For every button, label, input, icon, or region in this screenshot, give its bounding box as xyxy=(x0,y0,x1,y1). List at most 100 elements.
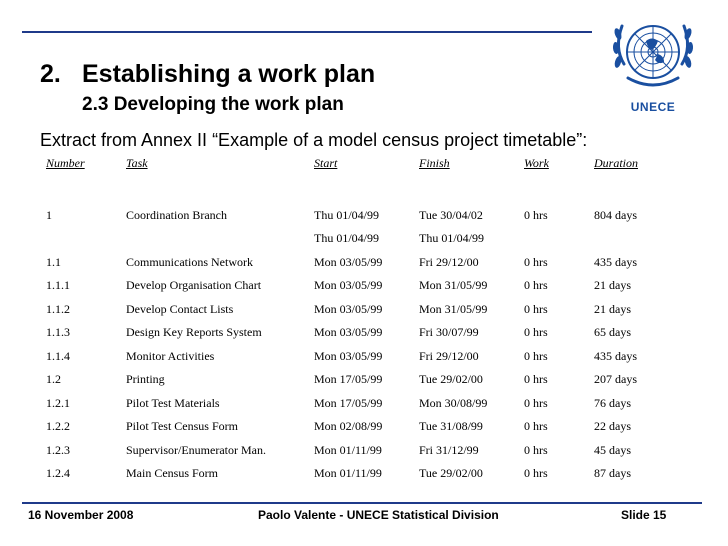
column-header-finish: Finish xyxy=(419,156,450,170)
cell-duration: 435 days xyxy=(594,254,637,269)
cell-start: Mon 02/08/99 xyxy=(314,419,383,434)
footer-author: Paolo Valente - UNECE Statistical Divisi… xyxy=(258,508,499,522)
cell-finish: Tue 29/02/00 xyxy=(419,466,483,481)
cell-task xyxy=(126,227,314,251)
cell-duration: 22 days xyxy=(594,419,631,434)
extract-caption: Extract from Annex II “Example of a mode… xyxy=(40,130,588,150)
cell-duration: 76 days xyxy=(594,395,631,410)
cell-finish: Thu 01/04/99 xyxy=(419,231,484,246)
cell-start: Thu 01/04/99 xyxy=(314,231,379,246)
cell-task: Develop Contact Lists xyxy=(126,301,234,316)
title-text: Establishing a work plan xyxy=(82,60,376,88)
cell-task: Coordination Branch xyxy=(126,207,227,222)
cell-number: 1.2.2 xyxy=(46,419,70,434)
footer-rule xyxy=(22,502,702,504)
cell-task: Communications Network xyxy=(126,254,253,269)
cell-work: 0 hrs xyxy=(524,301,548,316)
cell-start: Mon 03/05/99 xyxy=(314,254,383,269)
cell-task: Supervisor/Enumerator Man. xyxy=(126,442,266,457)
cell-task: Printing xyxy=(126,372,165,387)
cell-start: Mon 03/05/99 xyxy=(314,325,383,340)
cell-work: 0 hrs xyxy=(524,278,548,293)
table-row xyxy=(46,180,664,204)
cell-work: 0 hrs xyxy=(524,372,548,387)
cell-duration xyxy=(594,227,664,251)
table-row: 1.2.1 Pilot Test Materials Mon 17/05/99 … xyxy=(46,392,664,416)
cell-work xyxy=(524,227,594,251)
cell-number: 1.2.1 xyxy=(46,395,70,410)
table-row: 1.1 Communications Network Mon 03/05/99 … xyxy=(46,251,664,275)
cell-work: 0 hrs xyxy=(524,348,548,363)
table-row: 1.1.3 Design Key Reports System Mon 03/0… xyxy=(46,321,664,345)
cell-duration: 804 days xyxy=(594,207,637,222)
un-emblem-icon xyxy=(612,24,694,87)
cell-start: Thu 01/04/99 xyxy=(314,207,379,222)
cell-number: 1.2 xyxy=(46,372,61,387)
cell-finish: Tue 29/02/00 xyxy=(419,372,483,387)
cell-number: 1.1.4 xyxy=(46,348,70,363)
cell-duration: 65 days xyxy=(594,325,631,340)
unece-logo: UNECE xyxy=(606,8,700,118)
cell-work: 0 hrs xyxy=(524,207,548,222)
column-header-duration: Duration xyxy=(594,156,639,170)
cell-duration: 21 days xyxy=(594,301,631,316)
table-row: Thu 01/04/99 Thu 01/04/99 xyxy=(46,227,664,251)
cell-task: Pilot Test Materials xyxy=(126,395,220,410)
cell-number: 1.1.1 xyxy=(46,278,70,293)
cell-task: Pilot Test Census Form xyxy=(126,419,238,434)
column-header-work: Work xyxy=(524,156,549,170)
cell-number xyxy=(46,227,126,251)
table-row: 1.2.3 Supervisor/Enumerator Man. Mon 01/… xyxy=(46,439,664,463)
table-header-row: Number Task Start Finish Work Duration xyxy=(46,156,664,180)
cell-start: Mon 17/05/99 xyxy=(314,372,383,387)
cell-duration: 87 days xyxy=(594,466,631,481)
cell-finish: Mon 30/08/99 xyxy=(419,395,488,410)
cell-work: 0 hrs xyxy=(524,395,548,410)
cell-task: Main Census Form xyxy=(126,466,219,481)
column-header-task: Task xyxy=(126,156,148,170)
cell-start: Mon 03/05/99 xyxy=(314,348,383,363)
logo-text: UNECE xyxy=(630,100,676,114)
cell-finish: Fri 31/12/99 xyxy=(419,442,479,457)
cell-task xyxy=(126,180,314,204)
cell-number xyxy=(46,180,126,204)
cell-finish: Fri 29/12/00 xyxy=(419,348,479,363)
slide-subtitle: 2.3 Developing the work plan xyxy=(82,94,344,115)
cell-task: Design Key Reports System xyxy=(126,325,262,340)
cell-duration: 435 days xyxy=(594,348,637,363)
cell-duration xyxy=(594,180,664,204)
cell-finish: Mon 31/05/99 xyxy=(419,278,488,293)
cell-start: Mon 01/11/99 xyxy=(314,442,382,457)
header-rule xyxy=(22,31,592,33)
title-number: 2. xyxy=(40,60,61,88)
cell-work: 0 hrs xyxy=(524,419,548,434)
table-row: 1.2.2 Pilot Test Census Form Mon 02/08/9… xyxy=(46,415,664,439)
cell-number: 1.2.3 xyxy=(46,442,70,457)
cell-finish: Fri 29/12/00 xyxy=(419,254,479,269)
cell-task: Develop Organisation Chart xyxy=(126,278,262,293)
table-row: 1 Coordination Branch Thu 01/04/99 Tue 3… xyxy=(46,204,664,228)
slide-title: 2. Establishing a work plan xyxy=(40,60,375,89)
cell-work xyxy=(524,180,594,204)
cell-number: 1.1.2 xyxy=(46,301,70,316)
timetable: Number Task Start Finish Work Duration 1… xyxy=(46,156,664,486)
cell-finish: Tue 31/08/99 xyxy=(419,419,483,434)
cell-start: Mon 17/05/99 xyxy=(314,395,383,410)
cell-finish: Fri 30/07/99 xyxy=(419,325,479,340)
cell-duration: 45 days xyxy=(594,442,631,457)
cell-work: 0 hrs xyxy=(524,325,548,340)
cell-work: 0 hrs xyxy=(524,466,548,481)
table-row: 1.2.4 Main Census Form Mon 01/11/99 Tue … xyxy=(46,462,664,486)
cell-finish: Tue 30/04/02 xyxy=(419,207,483,222)
table-row: 1.2 Printing Mon 17/05/99 Tue 29/02/00 0… xyxy=(46,368,664,392)
cell-start: Mon 03/05/99 xyxy=(314,301,383,316)
footer-date: 16 November 2008 xyxy=(28,508,134,522)
cell-task: Monitor Activities xyxy=(126,348,215,363)
cell-number: 1.1.3 xyxy=(46,325,70,340)
cell-work: 0 hrs xyxy=(524,442,548,457)
cell-start xyxy=(314,180,419,204)
cell-work: 0 hrs xyxy=(524,254,548,269)
table-row: 1.1.4 Monitor Activities Mon 03/05/99 Fr… xyxy=(46,345,664,369)
cell-duration: 21 days xyxy=(594,278,631,293)
cell-number: 1.2.4 xyxy=(46,466,70,481)
